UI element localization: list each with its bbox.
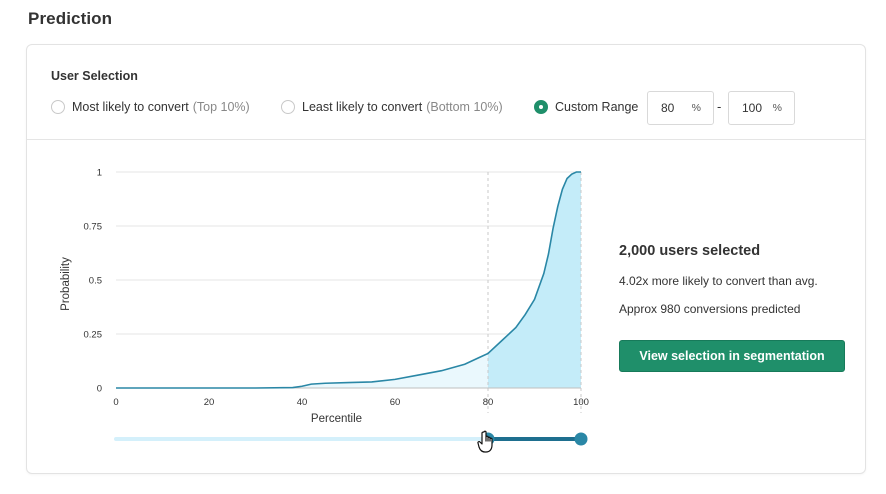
- view-segmentation-button[interactable]: View selection in segmentation: [619, 340, 845, 372]
- x-tick-label: 20: [204, 397, 215, 408]
- range-to-input[interactable]: 100 %: [728, 91, 795, 125]
- user-selection-label: User Selection: [51, 69, 138, 83]
- unselected-area: [116, 353, 488, 388]
- option-least-likely[interactable]: Least likely to convert (Bottom 10%): [281, 100, 503, 114]
- range-from-percent: %: [691, 102, 701, 114]
- lift-text: 4.02x more likely to convert than avg.: [619, 274, 818, 288]
- x-tick-label: 60: [390, 397, 401, 408]
- range-separator: -: [717, 99, 722, 114]
- range-from-value: 80: [661, 101, 675, 115]
- range-to-percent: %: [772, 102, 782, 114]
- slider-handle-high[interactable]: [574, 432, 588, 446]
- option-most-likely-hint: (Top 10%): [192, 100, 250, 114]
- option-most-likely-label: Most likely to convert: [72, 100, 189, 114]
- option-least-likely-hint: (Bottom 10%): [426, 100, 503, 114]
- y-axis-label: Probability: [60, 257, 72, 311]
- y-tick-label: 1: [97, 168, 102, 179]
- selected-area: [488, 172, 581, 388]
- option-most-likely[interactable]: Most likely to convert (Top 10%): [51, 100, 250, 114]
- range-from-input[interactable]: 80 %: [647, 91, 714, 125]
- users-selected-text: 2,000 users selected: [619, 243, 761, 259]
- conversions-text: Approx 980 conversions predicted: [619, 302, 801, 316]
- y-tick-label: 0.25: [84, 330, 103, 341]
- y-tick-label: 0.5: [89, 276, 102, 287]
- page-title: Prediction: [28, 9, 113, 28]
- user-selection-panel: User Selection Most likely to convert (T…: [27, 45, 865, 140]
- x-tick-label: 40: [297, 397, 308, 408]
- radio-most-likely[interactable]: [51, 100, 65, 114]
- option-least-likely-label: Least likely to convert: [302, 100, 423, 114]
- hand-pointer-icon: [477, 430, 493, 453]
- option-custom-range[interactable]: Custom Range: [534, 100, 638, 114]
- y-tick-label: 0: [97, 384, 102, 395]
- range-to-value: 100: [742, 101, 763, 115]
- radio-least-likely[interactable]: [281, 100, 295, 114]
- probability-line: [116, 171, 581, 389]
- radio-custom-range[interactable]: [534, 100, 548, 114]
- prediction-card: User Selection Most likely to convert (T…: [26, 44, 866, 474]
- x-axis-label: Percentile: [311, 413, 362, 425]
- x-tick-label: 0: [113, 397, 118, 408]
- y-tick-label: 0.75: [84, 222, 103, 233]
- option-custom-range-label: Custom Range: [555, 100, 639, 114]
